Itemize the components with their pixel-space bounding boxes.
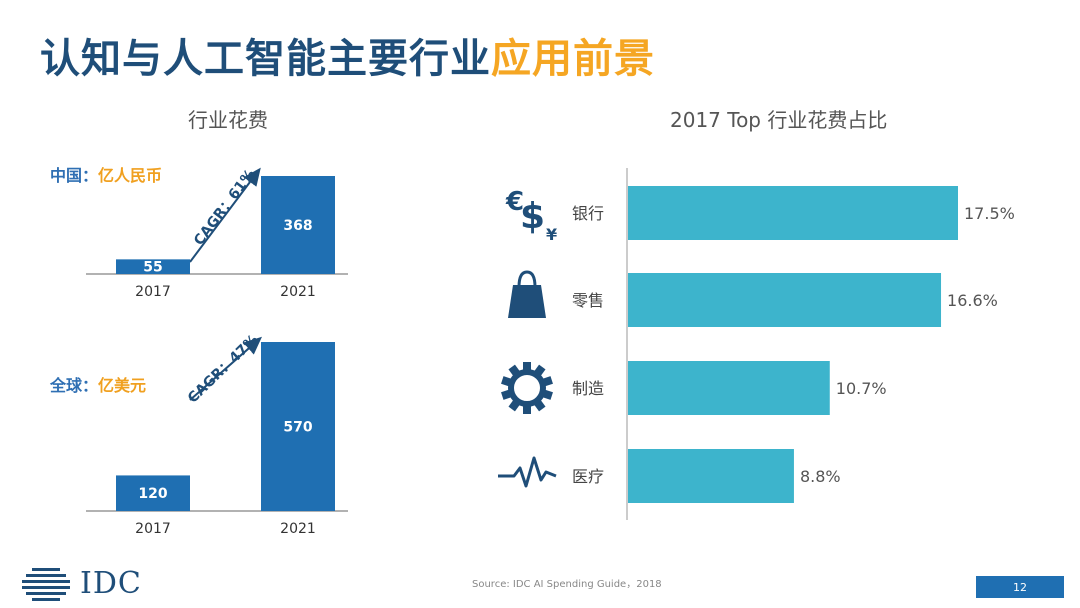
china-cagr-arrow xyxy=(189,167,261,263)
share-category-retail: 零售 xyxy=(572,291,604,310)
china-tick-2017: 2017 xyxy=(135,284,171,300)
gear-tooth xyxy=(523,405,531,414)
china-cagr-label: CAGR：61% xyxy=(191,166,258,248)
global-tick-2021: 2021 xyxy=(280,521,316,537)
share-bar-banking xyxy=(628,186,958,240)
page-number: 12 xyxy=(1013,580,1027,594)
share-category-manufacturing: 制造 xyxy=(572,379,604,398)
china-bar-chart: CAGR：61% 55 368 2017 2021 xyxy=(86,166,348,300)
region-name-global: 全球 xyxy=(50,376,83,395)
right-section-title: 2017 Top 行业花费占比 xyxy=(670,108,888,132)
china-bar-2021-value: 368 xyxy=(283,218,312,234)
source-note: Source: IDC AI Spending Guide，2018 xyxy=(472,579,662,590)
share-value-banking: 17.5% xyxy=(964,204,1015,223)
share-value-manufacturing: 10.7% xyxy=(836,379,887,398)
china-tick-2021: 2021 xyxy=(280,284,316,300)
industry-share-chart: € $ ¥ 银行 零售 制造 医疗 17.5% 16.6% 10.7% 8.8% xyxy=(498,168,1015,520)
heartbeat-icon xyxy=(498,456,557,488)
region-separator-china: ： xyxy=(82,166,99,185)
global-bar-2021 xyxy=(261,342,335,511)
gear-icon xyxy=(501,362,553,414)
share-value-retail: 16.6% xyxy=(947,291,998,310)
global-cagr-label: CAGR：47% xyxy=(185,332,261,407)
global-tick-2017: 2017 xyxy=(135,521,171,537)
page-title: 认知与人工智能主要行业应用前景 xyxy=(40,26,655,84)
share-bar-manufacturing xyxy=(628,361,830,415)
left-section-title: 行业花费 xyxy=(188,108,268,132)
share-category-healthcare: 医疗 xyxy=(572,467,604,486)
share-bar-healthcare xyxy=(628,449,794,503)
share-category-banking: 银行 xyxy=(572,204,604,223)
region-separator-global: ： xyxy=(82,376,99,395)
shopping-bag-icon xyxy=(508,270,546,318)
idc-logo-globe-icon xyxy=(22,568,70,601)
global-bar-2017 xyxy=(116,475,190,511)
share-value-healthcare: 8.8% xyxy=(800,467,841,486)
global-bar-2017-value: 120 xyxy=(138,486,167,502)
page-number-badge: 12 xyxy=(976,576,1064,598)
page-title-part2: 应用前景 xyxy=(491,36,655,82)
currency-icon: € $ ¥ xyxy=(505,187,557,244)
global-cagr-arrow xyxy=(189,336,263,401)
china-bar-2021 xyxy=(261,176,335,274)
svg-text:¥: ¥ xyxy=(546,225,557,244)
idc-logo-text: IDC xyxy=(80,566,142,601)
global-bar-chart: CAGR：47% 120 570 2017 2021 xyxy=(86,332,348,537)
region-name-china: 中国 xyxy=(50,166,83,185)
page-title-part1: 认知与人工智能主要行业 xyxy=(40,36,491,82)
region-label-global: 全球：亿美元 xyxy=(50,372,146,396)
global-bar-2021-value: 570 xyxy=(283,420,312,436)
china-bar-2017-value: 55 xyxy=(143,260,162,276)
share-bar-retail xyxy=(628,273,942,327)
svg-text:$: $ xyxy=(520,196,545,237)
region-unit-global: 亿美元 xyxy=(98,376,147,395)
region-unit-china: 亿人民币 xyxy=(98,166,163,185)
china-bar-2017 xyxy=(116,259,190,274)
gear-ring xyxy=(508,369,546,407)
gear-tooth xyxy=(523,362,531,371)
region-label-china: 中国：亿人民币 xyxy=(50,162,162,186)
svg-text:€: € xyxy=(505,187,524,217)
